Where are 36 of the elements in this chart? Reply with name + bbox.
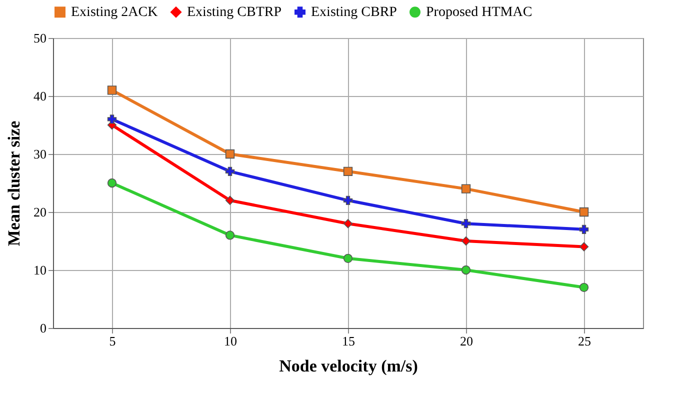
- y-tick-label: 30: [34, 146, 46, 162]
- point: [579, 224, 589, 234]
- point: [343, 254, 353, 263]
- point: [107, 86, 117, 95]
- y-tick-label: 50: [34, 30, 46, 46]
- point: [225, 149, 235, 159]
- point: [579, 282, 589, 292]
- legend-label: Existing 2ACK: [71, 5, 158, 20]
- point: [343, 166, 353, 176]
- y-tick-label: 0: [40, 320, 46, 336]
- point: [579, 207, 589, 217]
- x-tick-label: 20: [460, 334, 473, 348]
- point: [107, 178, 117, 188]
- x-tick-label: 5: [109, 334, 116, 348]
- x-tick-label: 10: [224, 334, 237, 348]
- point: [343, 219, 353, 228]
- point: [579, 242, 589, 252]
- y-axis-title: Mean cluster size: [4, 120, 24, 246]
- point: [343, 196, 353, 205]
- point: [461, 184, 471, 194]
- x-axis-title: Node velocity (m/s): [279, 356, 418, 376]
- x-tick-label: 25: [578, 334, 591, 348]
- point: [225, 166, 235, 176]
- point: [225, 196, 235, 205]
- y-tick-label: 20: [34, 204, 46, 220]
- point: [461, 265, 471, 275]
- y-tick-label: 10: [34, 262, 46, 278]
- legend-label: Proposed HTMAC: [426, 5, 532, 20]
- y-tick-label: 40: [34, 88, 46, 104]
- legend-label: Existing CBTRP: [187, 5, 282, 20]
- point: [461, 219, 471, 228]
- point: [461, 236, 471, 246]
- legend-label: Existing CBRP: [311, 5, 398, 20]
- point: [107, 114, 117, 124]
- x-tick-label: 15: [342, 334, 355, 348]
- point: [225, 230, 235, 240]
